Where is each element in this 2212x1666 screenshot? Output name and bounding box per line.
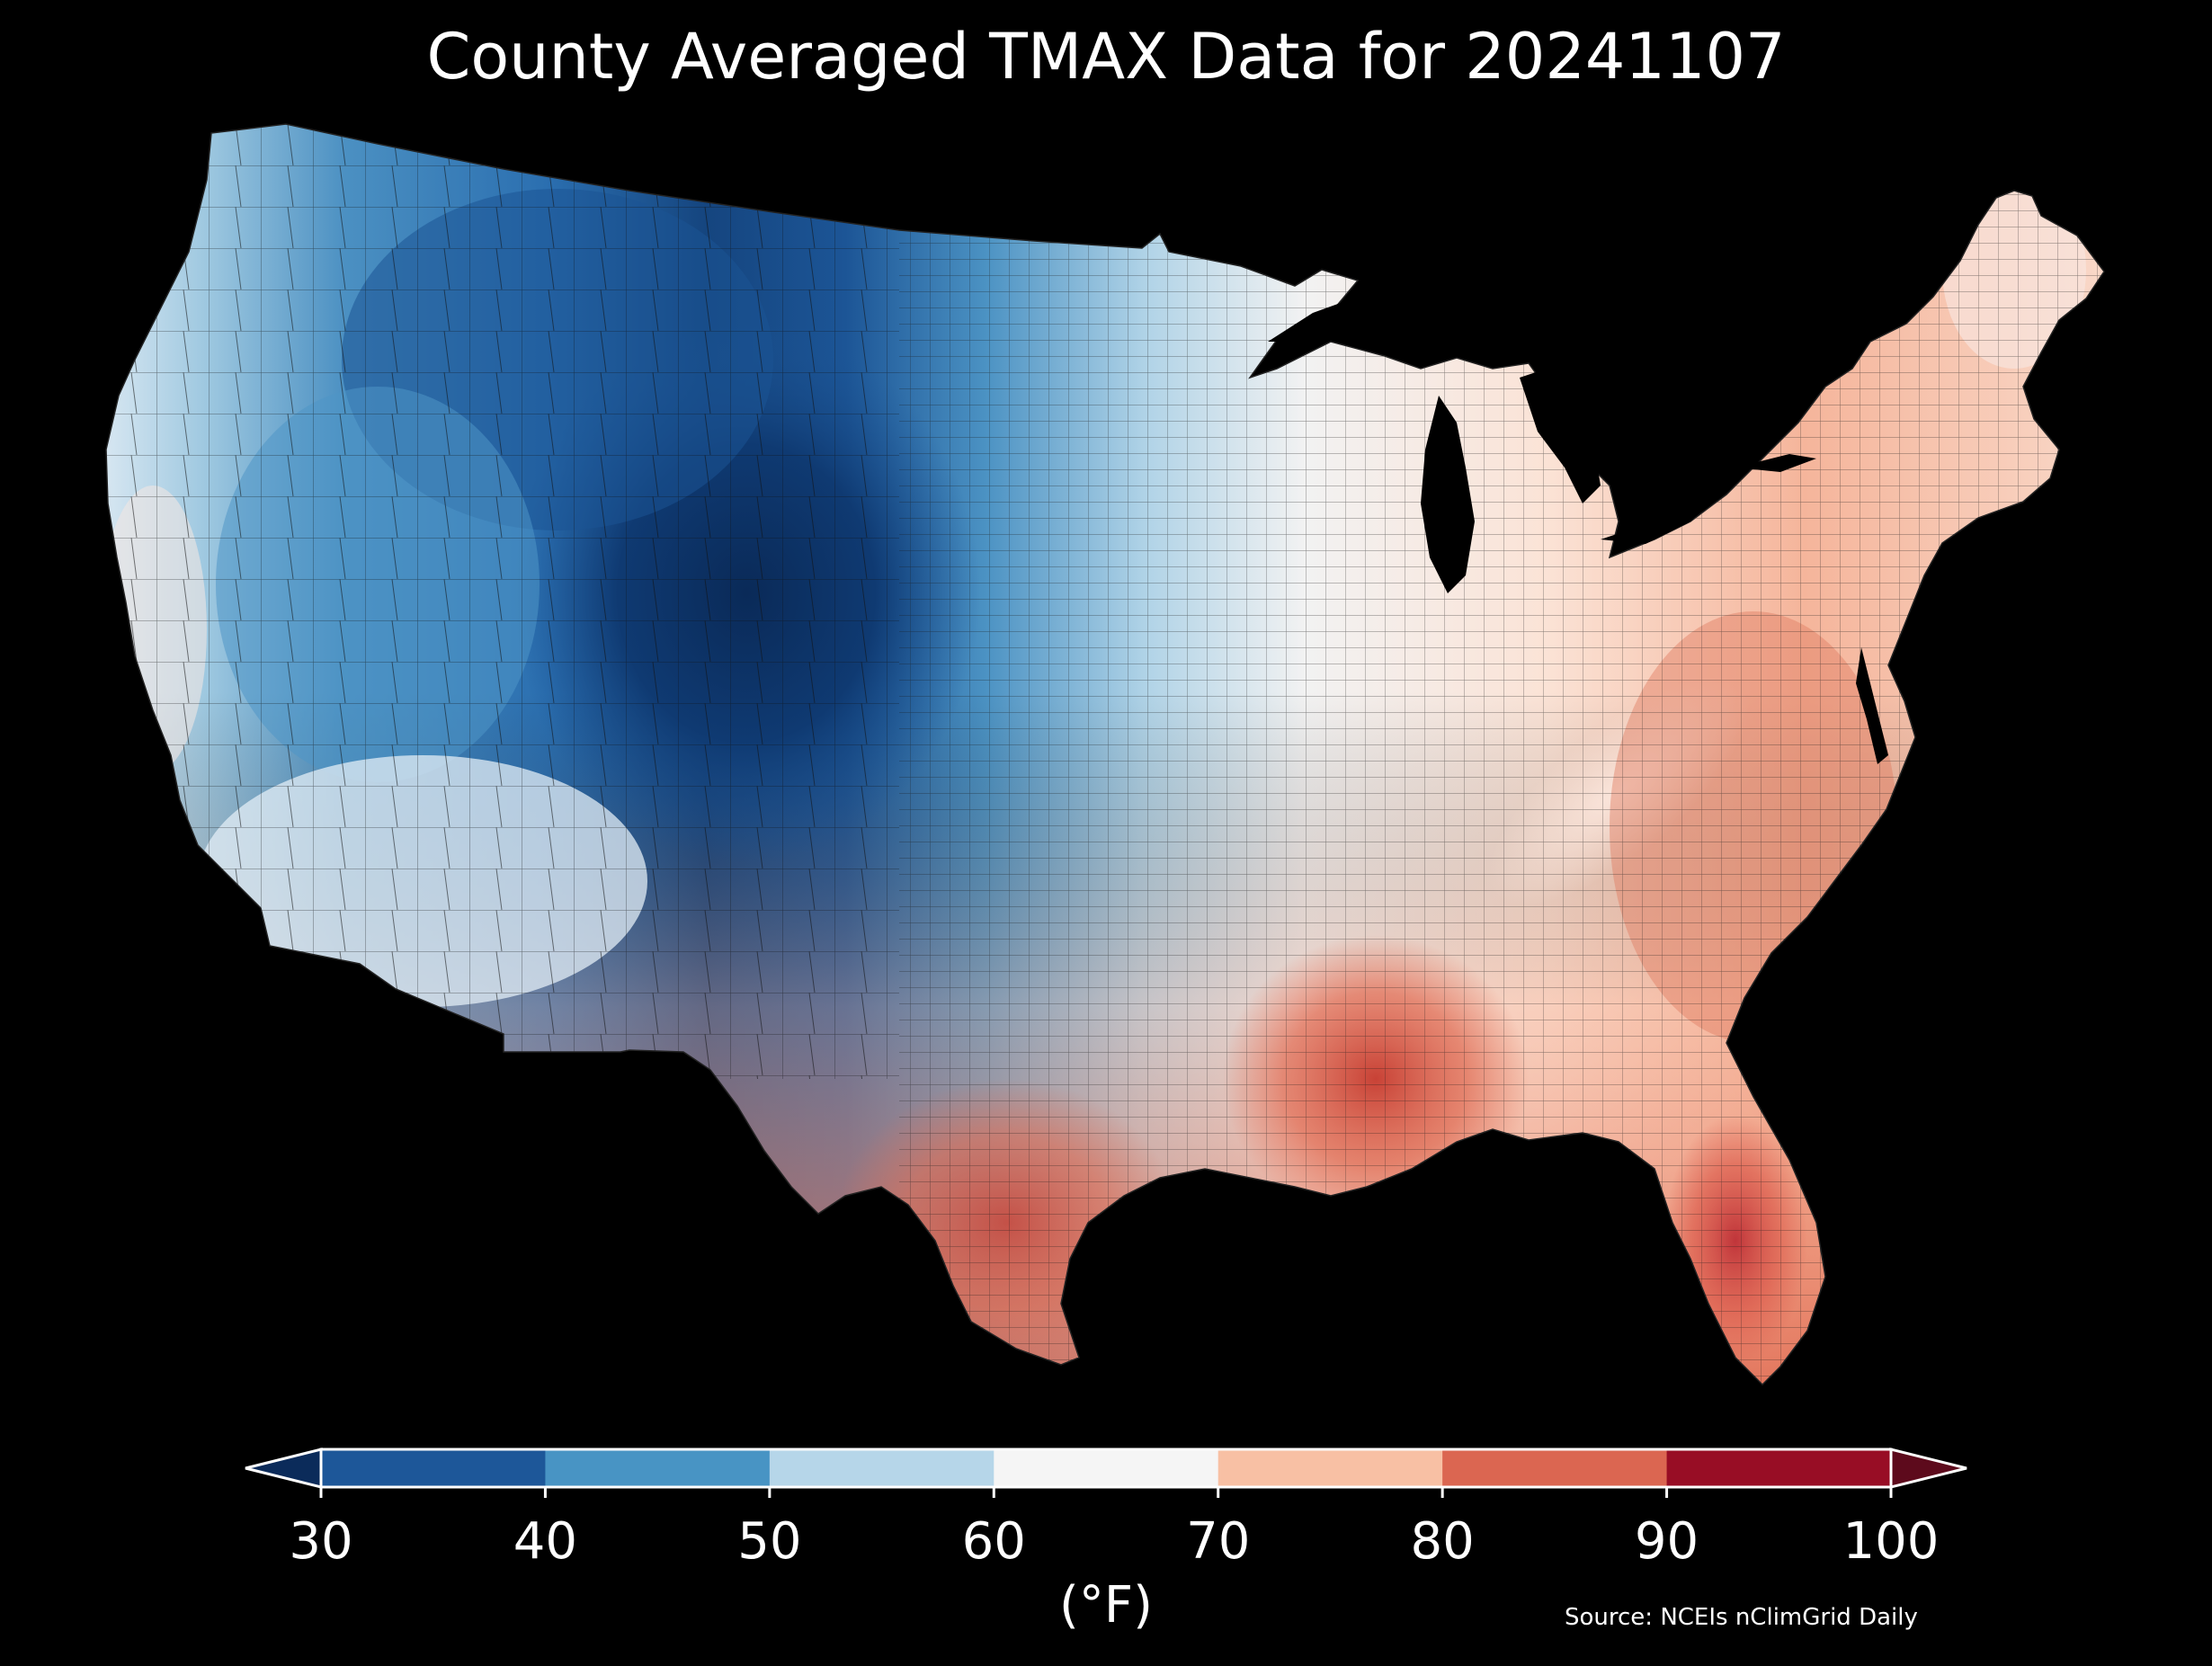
us-landmass <box>105 123 2105 1385</box>
colorbar-tick-label: 60 <box>961 1512 1026 1571</box>
colorbar-frame <box>319 1448 1893 1489</box>
great-lakes <box>1268 286 1816 593</box>
colorbar-tick-label: 70 <box>1186 1512 1251 1571</box>
lake-michigan <box>1421 396 1475 593</box>
colorbar-tick-label: 90 <box>1634 1512 1699 1571</box>
source-credit: Source: NCEIs nClimGrid Daily <box>1565 1604 1918 1631</box>
colorbar-bin <box>1666 1449 1892 1487</box>
colorbar-bin <box>545 1449 771 1487</box>
county-lines-west <box>106 124 899 1079</box>
county-lines-east <box>899 124 2104 1385</box>
colorbar-bin <box>321 1449 546 1487</box>
colorbar-bin <box>769 1449 995 1487</box>
colorbar-tick-label: 80 <box>1410 1512 1475 1571</box>
colorbar-bin <box>994 1449 1219 1487</box>
colorbar-extend-low <box>245 1448 323 1489</box>
us-map-svg <box>105 123 2105 1385</box>
lake-ontario <box>1735 454 1816 472</box>
colorbar-tick-label: 100 <box>1842 1512 1940 1571</box>
colorbar-bin <box>1217 1449 1443 1487</box>
colorbar-unit-label: (°F) <box>1059 1576 1153 1635</box>
chesapeake-bay <box>1856 647 1888 764</box>
colorbar-tick-label: 50 <box>737 1512 802 1571</box>
choropleth-map <box>105 123 2105 1385</box>
lake-superior <box>1268 286 1385 342</box>
lake-huron <box>1520 369 1601 503</box>
lake-erie <box>1601 503 1708 544</box>
colorbar-bin <box>1442 1449 1668 1487</box>
colorbar-bins <box>245 1448 1967 1498</box>
colorbar-extend-high <box>1889 1448 1967 1489</box>
colorbar-tick-label: 40 <box>513 1512 578 1571</box>
colorbar-tick-label: 30 <box>289 1512 353 1571</box>
map-title: County Averaged TMAX Data for 20241107 <box>426 20 1786 94</box>
